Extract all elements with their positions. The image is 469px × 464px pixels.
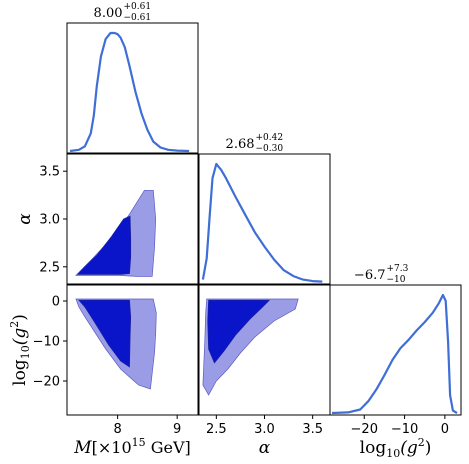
marginal-curve-alpha	[201, 162, 323, 283]
contour-68-alpha-log10_g2	[207, 299, 271, 364]
param-title-log10_g2: −6.7 +7.3−10	[354, 264, 409, 285]
marginal-curve-M	[69, 31, 190, 153]
x-tick-label-log10_g2: −20	[351, 422, 378, 437]
y-tick-label-alpha: 3.5	[39, 165, 60, 180]
panel-frame-M	[66, 22, 199, 154]
title-value: 2.68	[226, 137, 255, 152]
param-title-alpha: 2.68 +0.42−0.30	[226, 133, 284, 154]
y-tick-label-alpha: 3.0	[39, 213, 60, 228]
x-tick-label-M: 9	[173, 422, 181, 437]
panel-frame-M-log10g2	[66, 284, 199, 416]
y-axis-label-alpha: α	[15, 213, 35, 225]
title-lower-error: −0.61	[124, 13, 152, 23]
panel-frame-log10g2	[329, 284, 462, 416]
param-title-M: 8.00 +0.61−0.61	[94, 2, 152, 23]
y-tick-label-log10_g2: 0	[52, 295, 60, 310]
title-upper-error: +7.3	[387, 264, 409, 274]
title-value: 8.00	[94, 6, 123, 21]
x-tick-label-M: 8	[113, 422, 121, 437]
y-tick-label-alpha: 2.5	[39, 260, 60, 275]
x-axis-label-alpha: α	[259, 438, 271, 458]
title-lower-error: −0.30	[256, 144, 284, 154]
x-tick-label-log10_g2: −10	[391, 422, 418, 437]
x-tick-label-alpha: 3.0	[254, 422, 275, 437]
y-axis-label-log10g2: log10(g2)	[8, 314, 32, 386]
x-axis-label-M: M[×1015 GeV]	[73, 436, 191, 458]
x-tick-label-log10_g2: 0	[441, 422, 449, 437]
title-value: −6.7	[354, 268, 386, 283]
x-tick-label-alpha: 3.5	[302, 422, 323, 437]
y-tick-label-log10_g2: −10	[33, 335, 60, 350]
x-tick-label-alpha: 2.5	[206, 422, 227, 437]
x-axis-label-log10g2: log10(g2)	[360, 436, 432, 460]
title-lower-error: −10	[387, 275, 406, 285]
title-upper-error: +0.42	[256, 133, 284, 143]
panel-frame-alpha	[198, 153, 331, 285]
contour-68-M-alpha	[76, 215, 132, 275]
contour-68-M-log10_g2	[78, 299, 132, 368]
title-upper-error: +0.61	[124, 2, 152, 12]
marginal-curve-log10_g2	[331, 293, 458, 415]
y-tick-label-log10_g2: −20	[33, 375, 60, 390]
